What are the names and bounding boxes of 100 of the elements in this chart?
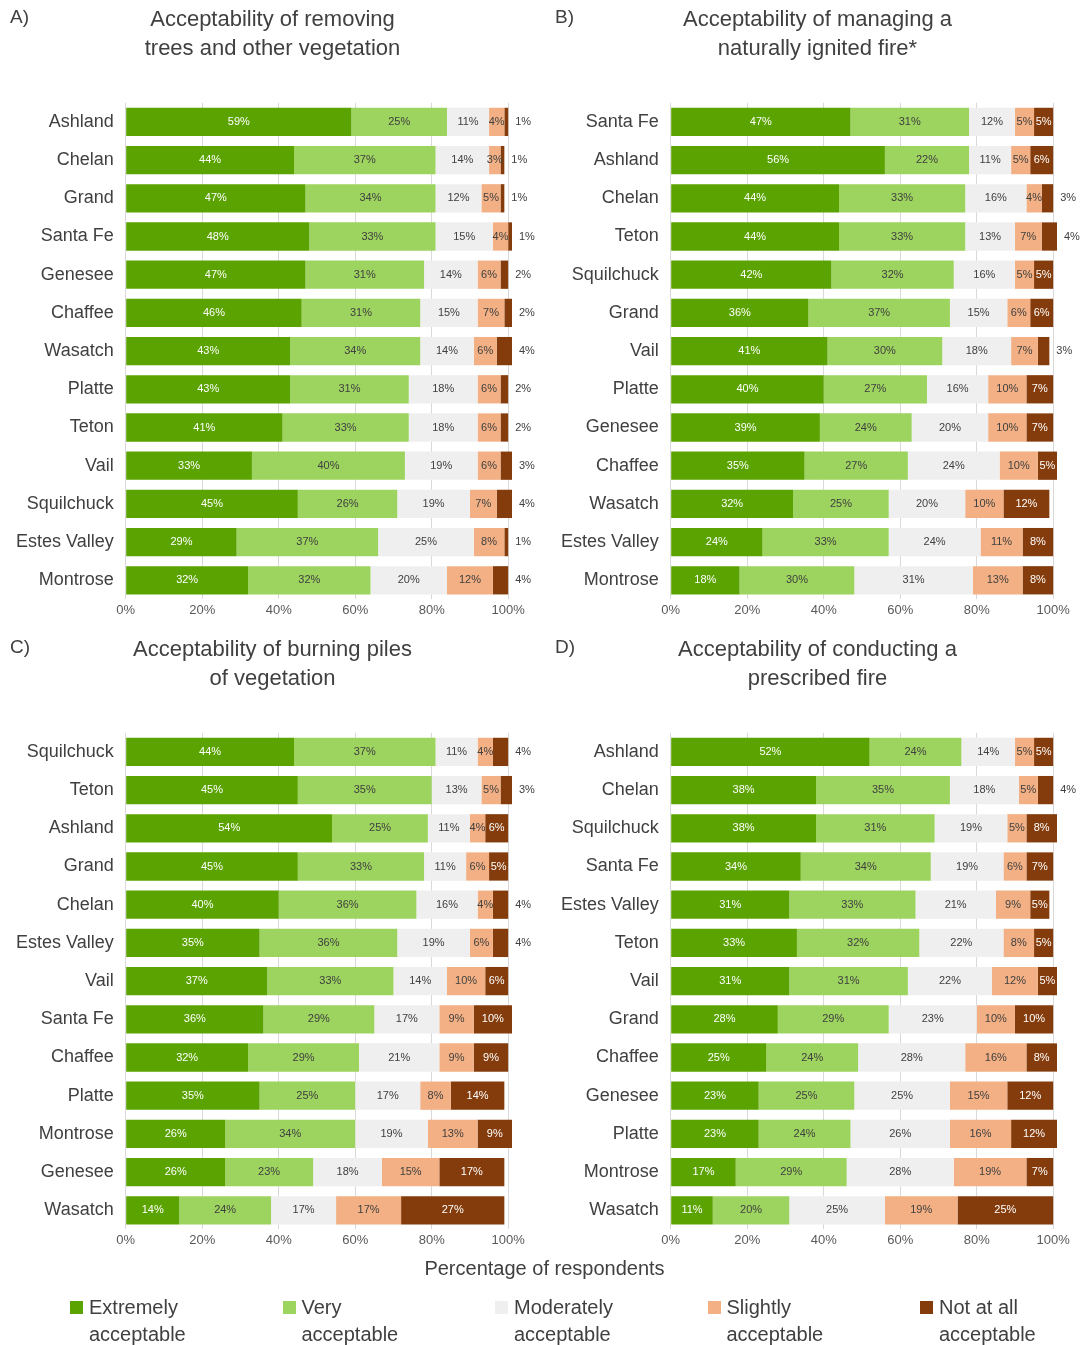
bar [126,852,298,881]
data-label: 7% [1031,382,1048,395]
data-label: 7% [1016,344,1033,357]
data-label: 59% [227,114,251,127]
bar [126,451,252,480]
data-label: 40% [191,897,214,910]
bar [671,375,824,404]
data-label: 5% [1035,267,1052,280]
bar [671,814,817,843]
bar [126,107,352,137]
data-label: 28% [900,1050,923,1063]
data-label: 25% [296,1088,319,1101]
data-label: 56% [767,153,790,166]
data-label: 18% [694,573,717,586]
data-label: 31% [338,382,361,395]
bar [401,1196,505,1225]
bar [435,737,478,767]
y-tick-label: Grand [63,187,114,208]
data-label: 2% [515,420,532,433]
y-tick-label: Estes Valley [15,531,114,552]
y-tick-label: Teton [69,416,114,437]
data-label: 33% [349,859,373,872]
y-tick-label: Chelan [601,779,659,800]
data-label: 24% [801,1050,824,1063]
bar [446,566,493,595]
data-label: 9% [448,1050,465,1063]
bar [671,966,790,996]
bar [796,928,920,958]
data-label: 14% [141,1203,164,1216]
data-label: 5% [1039,458,1056,471]
bar [800,852,931,881]
data-label: 4% [519,344,536,357]
y-tick-label: Wasatch [44,340,114,361]
y-tick-label: Genesee [585,1084,659,1105]
bar [1037,775,1054,805]
y-tick-label: Chaffee [595,1046,659,1067]
bar [313,1157,382,1187]
bar [336,1196,402,1225]
data-label: 5% [1016,114,1033,127]
data-label: 20% [740,1203,763,1216]
data-label: 33% [723,935,746,948]
data-label: 22% [950,935,973,948]
data-label: 20% [915,496,939,509]
x-tick-label: 0% [661,1231,681,1247]
bar [378,527,474,557]
y-tick-label: Chaffee [50,1046,114,1067]
data-label: 35% [871,783,895,796]
data-label: 14% [977,744,1000,757]
bar [126,1081,260,1110]
x-tick-label: 40% [265,601,293,617]
y-tick-label: Wasatch [589,492,659,513]
data-label: 11% [445,744,468,757]
data-label: 15% [453,229,476,242]
data-label: 11% [457,114,479,127]
data-label: 6% [1033,305,1050,318]
bar [126,222,310,251]
data-label: 26% [889,1126,912,1139]
data-label: 15% [437,305,461,318]
bar [126,1005,264,1034]
data-label: 35% [181,935,205,948]
data-label: 33% [361,229,384,242]
data-label: 13% [986,573,1009,586]
bar [777,1005,889,1034]
data-label: 37% [868,305,891,318]
bar [439,1157,505,1187]
bar [671,336,828,366]
bar [1037,336,1050,366]
y-tick-label: Teton [614,931,659,952]
bar [248,566,371,595]
bar [793,489,889,519]
y-tick-label: Platte [67,1084,114,1105]
bar [671,928,797,958]
bar [248,1043,360,1072]
data-label: 11% [434,859,456,872]
bar [309,222,436,251]
data-label: 19% [956,859,979,872]
y-tick-label: Squilchuck [26,492,115,513]
bar [1026,375,1054,404]
data-label: 25% [707,1050,730,1063]
x-tick-label: 100% [1036,1231,1071,1247]
bar [225,1119,356,1149]
x-tick-label: 0% [116,601,136,617]
data-label: 28% [713,1012,736,1025]
bar [126,527,237,557]
data-label: 26% [164,1165,187,1178]
data-label: 13% [445,783,468,796]
bar [504,527,509,557]
data-label: 26% [164,1126,187,1139]
bar [884,145,970,175]
data-label: 13% [979,229,1002,242]
data-label: 24% [942,458,965,471]
data-label: 16% [973,267,996,280]
data-label: 35% [726,458,750,471]
bar [473,1043,509,1072]
data-label: 39% [734,420,757,433]
bar [301,298,421,328]
bar [919,928,1004,958]
y-tick-label: Genesee [585,416,659,437]
data-label: 30% [873,344,897,357]
bar [888,527,981,557]
